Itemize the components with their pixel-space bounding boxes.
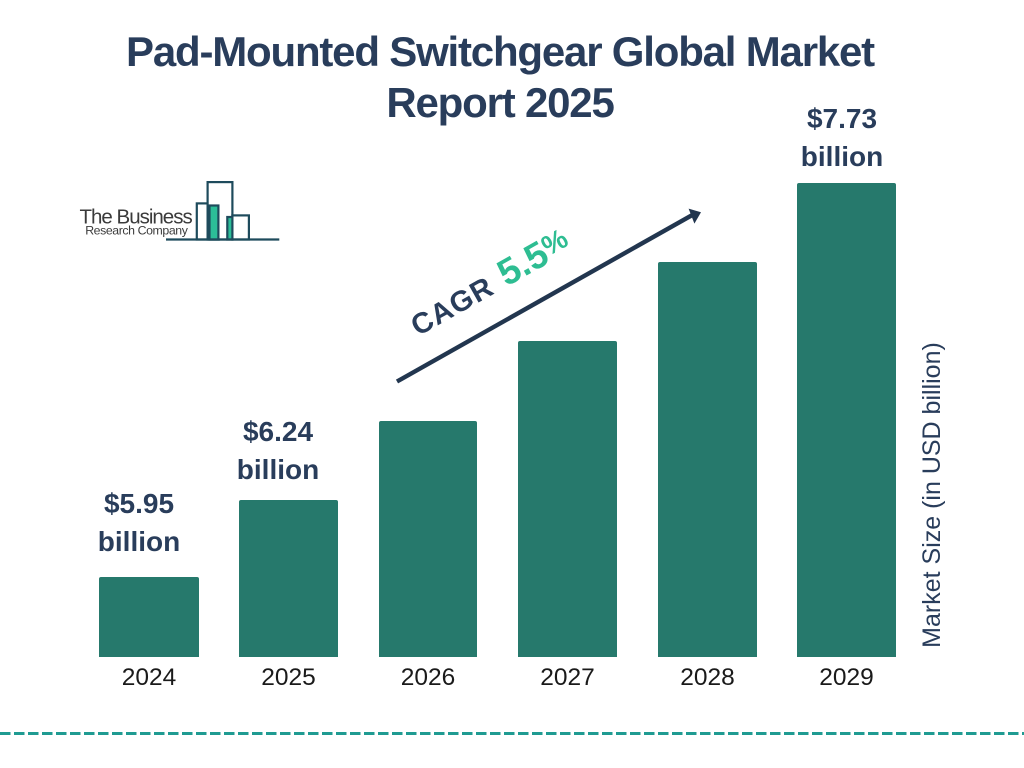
svg-text:Research Company: Research Company xyxy=(85,223,189,237)
svg-text:The Business: The Business xyxy=(80,206,193,229)
svg-text:CAGR 5.5%: CAGR 5.5% xyxy=(402,220,578,343)
